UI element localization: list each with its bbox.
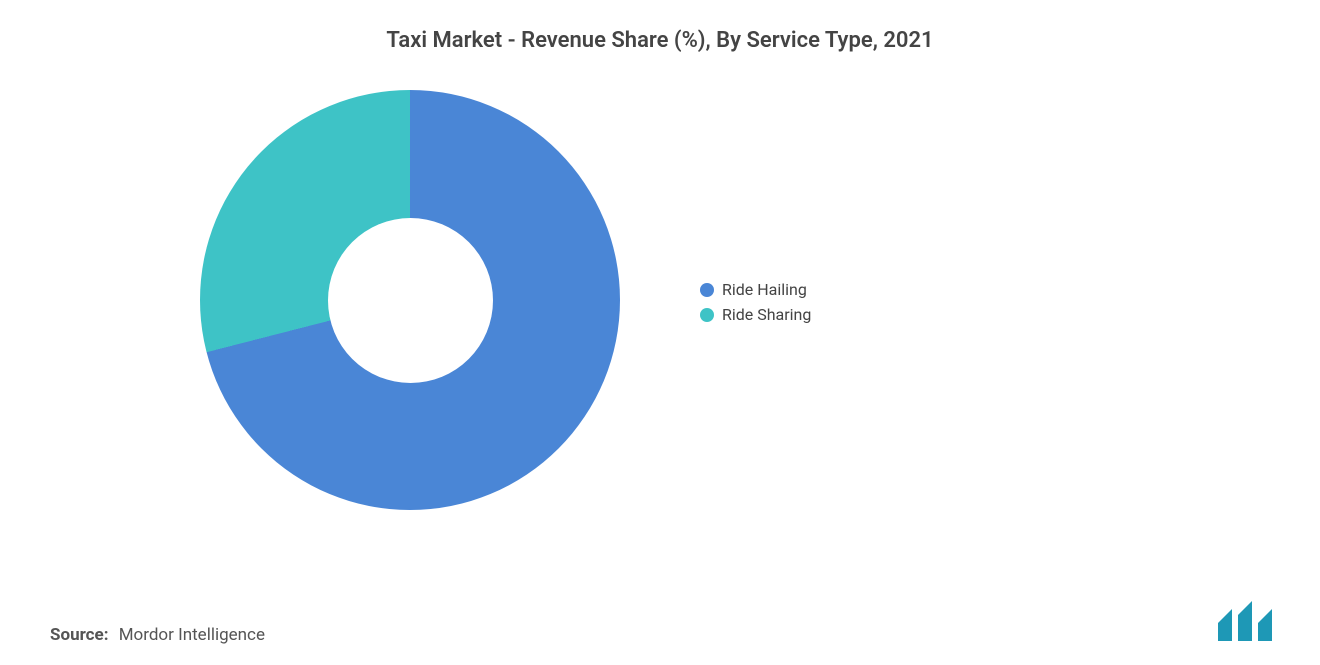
bars-icon: [1216, 601, 1280, 641]
chart-title: Taxi Market - Revenue Share (%), By Serv…: [0, 28, 1320, 53]
donut-chart: [200, 90, 620, 510]
donut-hole: [328, 218, 493, 383]
legend-item-ride-sharing: Ride Sharing: [700, 305, 811, 324]
legend-label: Ride Sharing: [722, 305, 811, 324]
legend: Ride Hailing Ride Sharing: [700, 280, 811, 324]
legend-label: Ride Hailing: [722, 280, 807, 299]
source-value: Mordor Intelligence: [119, 625, 265, 645]
source-label: Source:: [50, 625, 108, 645]
circle-icon: [700, 283, 714, 297]
circle-icon: [700, 308, 714, 322]
source-attribution: Source: Mordor Intelligence: [50, 625, 265, 645]
legend-item-ride-hailing: Ride Hailing: [700, 280, 811, 299]
mordor-logo-icon: [1216, 601, 1280, 641]
chart-container: Taxi Market - Revenue Share (%), By Serv…: [0, 0, 1320, 665]
